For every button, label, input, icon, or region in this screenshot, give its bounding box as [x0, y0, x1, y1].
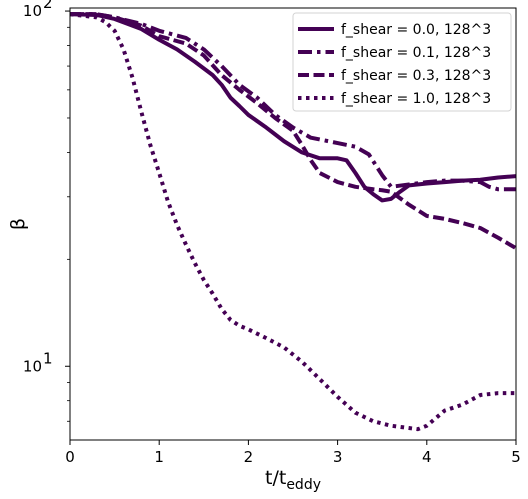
- x-tick-label-2: 2: [244, 448, 254, 466]
- x-tick-label-0: 0: [65, 448, 75, 466]
- legend: f_shear = 0.0, 128^3 f_shear = 0.1, 128^3…: [292, 12, 512, 112]
- legend-box: [292, 12, 512, 112]
- y-tick-exponent-1: 2: [43, 0, 53, 12]
- legend-label-2: f_shear = 0.3, 128^3: [341, 68, 491, 84]
- series-line-2: [70, 12, 518, 250]
- legend-label-0: f_shear = 0.0, 128^3: [341, 22, 491, 38]
- legend-label-3: f_shear = 1.0, 128^3: [341, 91, 491, 107]
- series-line-1: [70, 12, 516, 192]
- x-tick-label-4: 4: [422, 448, 432, 466]
- x-tick-label-3: 3: [333, 448, 343, 466]
- series-layer: [69, 12, 518, 432]
- x-axis-label: t/teddy: [265, 467, 321, 493]
- x-tick-label-5: 5: [511, 448, 521, 466]
- y-axis-label: β: [7, 218, 29, 230]
- series-line-3: [69, 12, 516, 432]
- x-tick-label-1: 1: [154, 448, 164, 466]
- y-tick-exponent-0: 1: [43, 349, 53, 367]
- plot-frame: [69, 7, 517, 441]
- y-tick-label-0: 10: [23, 357, 42, 375]
- x-axis-label-subscript: eddy: [286, 477, 321, 493]
- legend-label-1: f_shear = 0.1, 128^3: [341, 45, 491, 61]
- x-axis-label-main: t/t: [265, 467, 286, 489]
- y-tick-label-1: 10: [23, 2, 42, 20]
